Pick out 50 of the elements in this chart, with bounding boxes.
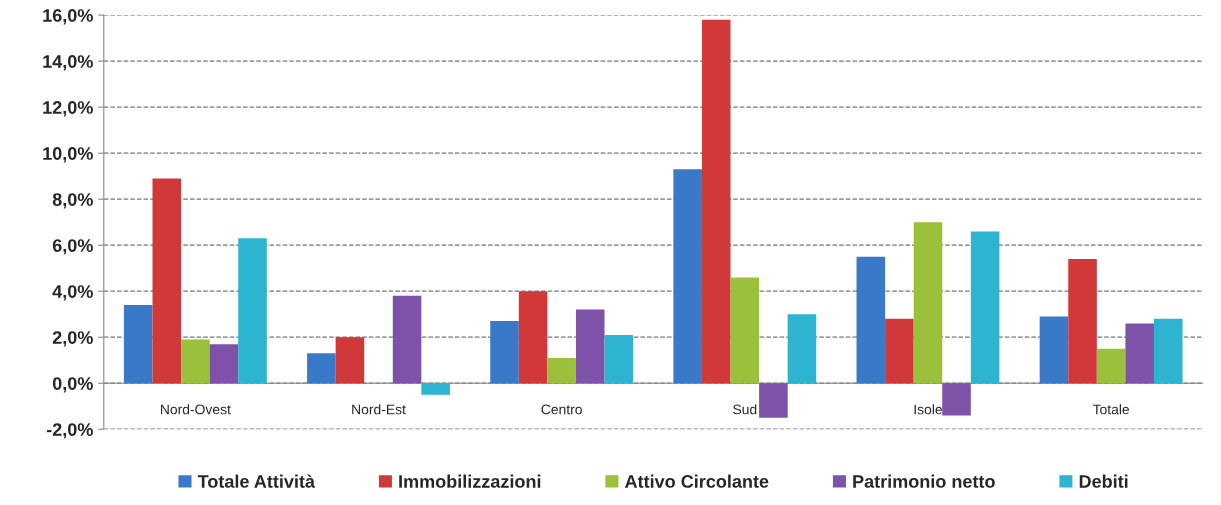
bar <box>123 305 153 384</box>
bar <box>759 383 788 418</box>
bar <box>209 344 239 384</box>
bar <box>152 178 182 384</box>
bar <box>335 337 365 384</box>
bar <box>238 238 267 384</box>
bar <box>490 321 519 384</box>
x-tick-label: Totale <box>1092 404 1130 415</box>
bar <box>307 353 336 384</box>
y-tick-label: 8,0% <box>52 193 93 209</box>
bar <box>885 318 914 384</box>
legend-label: Patrimonio netto <box>853 474 995 488</box>
x-tick-label: Centro <box>541 404 582 415</box>
y-tick-label: -2,0% <box>46 423 93 439</box>
bar <box>856 256 886 384</box>
y-tick-label: 10,0% <box>43 147 93 163</box>
y-tick-label: 0,0% <box>52 377 93 393</box>
y-tick-label: 16,0% <box>43 9 93 25</box>
bar <box>181 339 210 384</box>
bar <box>1039 316 1069 384</box>
y-tick-label: 14,0% <box>43 55 93 71</box>
legend-label: Immobilizzazioni <box>399 474 541 488</box>
y-tick-label: 4,0% <box>52 285 93 301</box>
legend-label: Totale Attività <box>197 474 316 488</box>
bar <box>575 309 605 384</box>
bar <box>1153 318 1183 384</box>
legend-label: Debiti <box>1079 474 1128 488</box>
bar <box>1125 323 1154 384</box>
y-tick-label: 12,0% <box>43 101 93 117</box>
bar <box>1096 348 1126 384</box>
bar <box>673 169 702 384</box>
x-tick-label: Nord-Ovest <box>161 404 231 415</box>
bar <box>913 222 943 384</box>
bar <box>547 357 576 384</box>
x-tick-label: Isole <box>914 404 943 415</box>
x-tick-label: Sud <box>733 404 757 415</box>
bar <box>787 314 817 384</box>
bar <box>421 383 450 395</box>
bar <box>518 291 548 384</box>
bar <box>970 231 1000 384</box>
bar <box>604 334 634 384</box>
legend-label: Attivo Circolante <box>625 474 769 488</box>
y-tick-label: 2,0% <box>52 331 93 347</box>
bar <box>1068 259 1097 384</box>
bar <box>701 19 731 384</box>
y-tick-label: 6,0% <box>52 239 93 255</box>
bar <box>730 277 760 384</box>
x-tick-label: Nord-Est <box>352 404 406 415</box>
bar <box>392 295 422 384</box>
bar <box>942 383 971 416</box>
